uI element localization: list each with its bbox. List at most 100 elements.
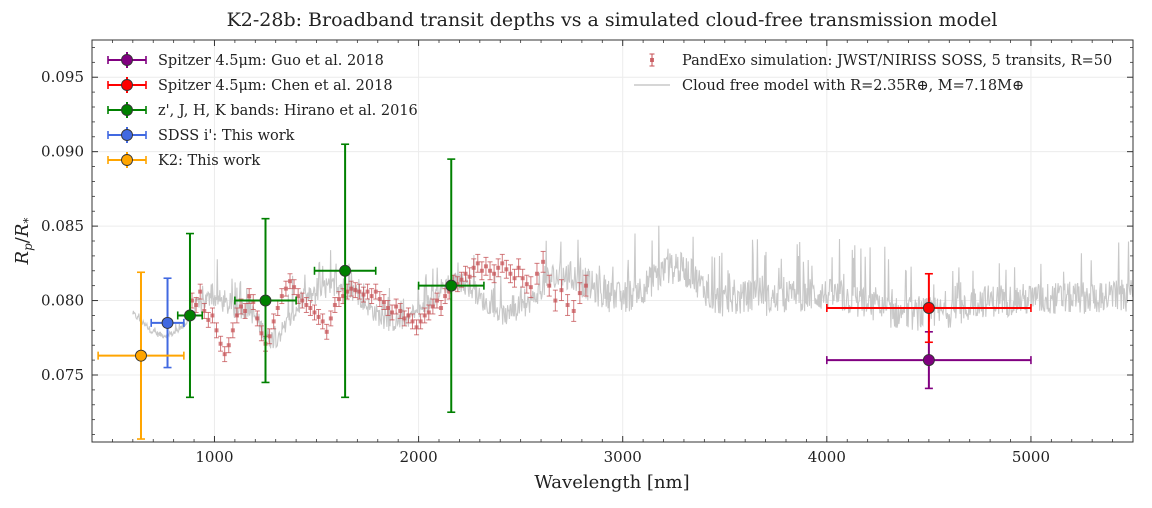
pandexo-point — [226, 343, 231, 348]
pandexo-point — [447, 289, 452, 294]
pandexo-point — [328, 316, 333, 321]
x-tick-label: 2000 — [399, 448, 437, 466]
pandexo-point — [194, 303, 199, 308]
pandexo-point — [394, 304, 399, 309]
legend-label: z', J, H, K bands: Hirano et al. 2016 — [158, 103, 418, 119]
pandexo-point — [365, 289, 370, 294]
pandexo-point — [271, 319, 276, 324]
pandexo-point — [500, 261, 505, 266]
pandexo-point — [541, 259, 546, 264]
pandexo-point — [255, 316, 260, 321]
pandexo-point — [292, 285, 297, 290]
pandexo-point — [259, 331, 264, 336]
pandexo-point — [443, 294, 448, 299]
pandexo-point — [534, 271, 539, 276]
y-tick-label: 0.095 — [41, 68, 84, 86]
data-point — [135, 349, 147, 362]
y-tick-label: 0.085 — [41, 217, 84, 235]
pandexo-point — [222, 352, 227, 357]
axes-layer: 1000 2000 3000 4000 5000 0.075 0.080 0.085 0.090… — [41, 40, 1134, 466]
legend-marker-dot — [121, 79, 133, 91]
legend-label: Cloud free model with R=2.35R⊕, M=7.18M⊕ — [682, 78, 1024, 94]
pandexo-point — [492, 271, 497, 276]
pandexo-point — [377, 297, 382, 302]
x-tick-label: 4000 — [808, 448, 846, 466]
data-point — [259, 294, 272, 307]
plot-frame — [91, 39, 1134, 443]
pandexo-point — [471, 265, 476, 270]
data-point — [161, 316, 174, 329]
pandexo-point — [324, 329, 329, 334]
y-tick-label: 0.090 — [41, 143, 84, 161]
pandexo-point — [373, 289, 378, 294]
pandexo-point — [504, 267, 509, 272]
pandexo-point — [279, 294, 284, 299]
pandexo-point — [422, 313, 427, 318]
pandexo-point — [353, 288, 358, 293]
pandexo-point — [316, 314, 321, 319]
pandexo-point — [439, 306, 444, 310]
y-tick-label: 0.075 — [41, 366, 84, 384]
pandexo-point — [390, 310, 395, 315]
pandexo-point — [320, 319, 325, 324]
pandexo-point — [198, 289, 203, 294]
pandexo-point — [463, 271, 468, 276]
pandexo-point — [190, 298, 195, 303]
legend-right: PandExo simulation: JWST/NIRISS SOSS, 5 … — [634, 53, 1112, 94]
data-point — [445, 279, 458, 292]
pandexo-point — [459, 277, 464, 282]
pandexo-point — [512, 276, 517, 281]
pandexo-point — [381, 300, 386, 305]
pandexo-point — [218, 341, 223, 346]
chart-title: K2-28b: Broadband transit depths vs a si… — [227, 9, 998, 31]
pandexo-point — [398, 308, 403, 313]
pandexo-point — [520, 276, 525, 281]
cloud-free-model-line — [132, 225, 1133, 349]
pandexo-point — [402, 316, 407, 321]
pandexo-point — [336, 297, 341, 302]
pandexo-point — [467, 274, 472, 279]
pandexo-point — [565, 303, 570, 308]
y-axis-label: Rp/R* — [12, 218, 35, 266]
pandexo-point — [341, 294, 346, 299]
pandexo-point — [230, 328, 235, 333]
pandexo-point — [385, 306, 390, 310]
pandexo-point — [296, 294, 301, 299]
x-tick-label: 1000 — [195, 448, 233, 466]
pandexo-point — [559, 288, 564, 293]
pandexo-point — [414, 325, 419, 330]
data-point — [922, 302, 935, 314]
pandexo-point — [528, 285, 533, 290]
pandexo-point — [234, 313, 239, 318]
pandexo-point — [214, 328, 219, 333]
pandexo-point — [251, 300, 256, 305]
legend-marker-dot — [121, 154, 133, 166]
data-point — [184, 309, 196, 322]
x-axis-label: Wavelength [nm] — [534, 472, 689, 493]
series-layer — [97, 143, 1032, 440]
pandexo-point — [275, 306, 280, 310]
model-layer — [132, 225, 1133, 349]
pandexo-point — [434, 298, 439, 303]
pandexo-point — [210, 313, 215, 318]
grid-layer — [92, 40, 1133, 442]
x-tick-label: 3000 — [604, 448, 642, 466]
pandexo-point — [430, 304, 435, 309]
pandexo-point — [516, 265, 521, 270]
x-tick-label: 5000 — [1012, 448, 1050, 466]
pandexo-point — [496, 265, 501, 270]
pandexo-point — [475, 261, 480, 266]
legend-marker-dot — [121, 129, 133, 141]
legend-marker-dot — [121, 104, 133, 116]
pandexo-point — [267, 334, 272, 339]
pandexo-point — [524, 282, 529, 287]
pandexo-point — [455, 282, 460, 287]
pandexo-point — [406, 313, 411, 318]
pandexo-point — [357, 289, 362, 294]
legend-label: K2: This work — [158, 153, 260, 169]
pandexo-point — [553, 298, 558, 303]
pandexo-point — [300, 298, 305, 303]
pandexo-point — [332, 303, 337, 308]
pandexo-point — [361, 292, 366, 297]
